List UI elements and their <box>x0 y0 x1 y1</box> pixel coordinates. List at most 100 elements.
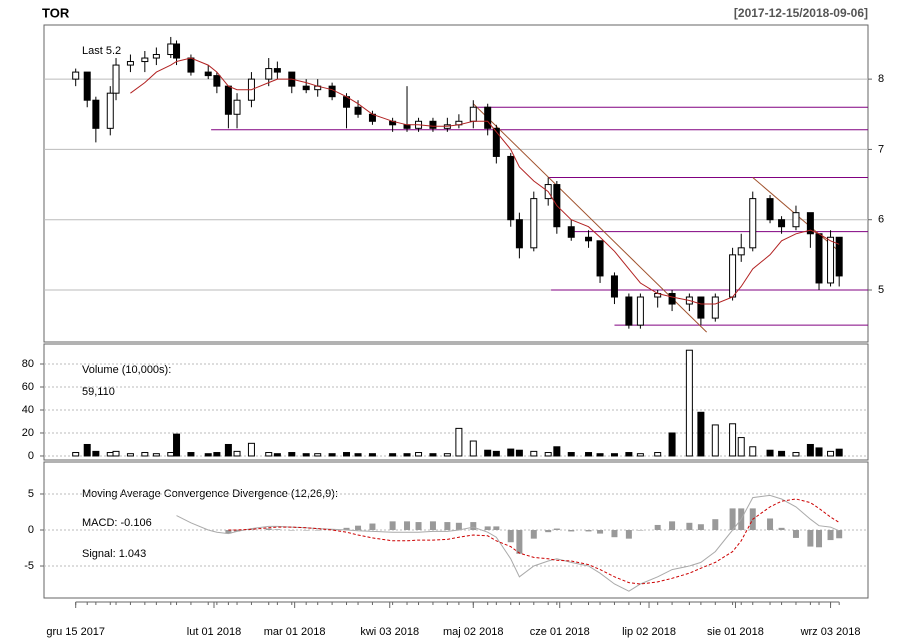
moving-average <box>130 57 840 305</box>
volume-bar <box>233 450 241 457</box>
histogram-bar <box>404 521 411 530</box>
y-tick-label: 7 <box>878 143 884 155</box>
candle-body <box>530 198 538 249</box>
volume-bar <box>368 453 376 457</box>
candle-body <box>302 85 310 91</box>
volume-bar <box>815 447 823 457</box>
y-tick-label: 6 <box>878 214 884 226</box>
candle-body <box>792 212 800 228</box>
volume-bar <box>106 452 114 457</box>
volume-bar <box>72 452 80 457</box>
histogram-bar <box>225 530 232 534</box>
candle-body <box>72 71 80 80</box>
candle-body <box>187 57 195 73</box>
candle-body <box>625 296 633 326</box>
candle-body <box>92 99 100 129</box>
histogram-bar <box>369 523 376 530</box>
volume-bar <box>585 452 593 457</box>
volume-bar <box>636 453 644 457</box>
candle-body <box>484 106 492 129</box>
volume-bar <box>625 452 633 457</box>
candle-body <box>429 120 437 129</box>
volume-bar <box>187 452 195 457</box>
volume-bar <box>328 453 336 457</box>
histogram-bar <box>530 530 537 539</box>
histogram-bar <box>493 526 500 530</box>
candle-body <box>354 106 362 115</box>
histogram-bar <box>389 521 396 530</box>
candle-body <box>585 236 593 242</box>
volume-bar <box>596 453 604 457</box>
histogram-bar <box>545 530 552 533</box>
candle-body <box>83 71 91 101</box>
histogram-bar <box>585 530 592 532</box>
volume-bar <box>354 453 362 457</box>
candle-body <box>835 236 843 277</box>
x-tick-label: sie 01 2018 <box>707 626 764 638</box>
candle-body <box>766 198 774 221</box>
histogram-bar <box>274 529 281 530</box>
y-tick-label: 5 <box>28 488 34 500</box>
volume-bar <box>167 452 175 457</box>
histogram-bar <box>654 524 661 530</box>
histogram-bar <box>836 530 843 539</box>
candle-body <box>668 293 676 305</box>
volume-bar <box>668 432 676 457</box>
volume-bar <box>288 452 296 457</box>
candle-body <box>224 85 232 115</box>
volume-bar <box>343 452 351 457</box>
histogram-bar <box>637 530 644 531</box>
volume-bar <box>610 453 618 457</box>
volume-bar <box>778 450 786 457</box>
candle-body <box>204 71 212 77</box>
candle-body <box>636 296 644 326</box>
volume-bar <box>92 450 100 457</box>
candle-body <box>469 106 477 122</box>
volume-title: Volume (10,000s): <box>82 364 171 376</box>
volume-bar <box>507 448 515 457</box>
histogram-bar <box>234 530 241 532</box>
candle-body <box>729 254 737 298</box>
histogram-bar <box>625 530 632 539</box>
histogram-bar <box>343 527 350 530</box>
volume-bar <box>302 453 310 457</box>
x-tick-label: lut 01 2018 <box>187 626 241 638</box>
candle-body <box>815 233 823 284</box>
panel-frame <box>43 343 869 461</box>
candle-body <box>778 219 786 228</box>
histogram-bar <box>669 521 676 530</box>
volume-bar <box>141 452 149 457</box>
candle-body <box>126 61 134 66</box>
x-tick-label: mar 01 2018 <box>264 626 326 638</box>
histogram-bar <box>355 525 362 530</box>
candle-body <box>173 43 181 59</box>
volume-bar <box>827 450 835 457</box>
volume-bar <box>265 452 273 457</box>
histogram-bar <box>792 530 799 538</box>
candle-body <box>152 54 160 59</box>
x-tick-label: lip 02 2018 <box>622 626 676 638</box>
macd-title: Moving Average Convergence Divergence (1… <box>82 488 338 500</box>
volume-bar <box>173 433 181 457</box>
candle-body <box>596 240 604 277</box>
histogram-bar <box>729 508 736 530</box>
histogram-bar <box>807 530 814 547</box>
x-tick-label: gru 15 2017 <box>46 626 105 638</box>
y-tick-label: 0 <box>28 450 34 462</box>
volume-bar <box>455 427 463 457</box>
volume-bar <box>806 443 814 457</box>
histogram-bar <box>553 528 560 530</box>
volume-bar <box>152 453 160 457</box>
volume-bar <box>273 453 281 457</box>
histogram-bar <box>816 530 823 548</box>
volume-bar <box>83 443 91 457</box>
volume-bar <box>126 453 134 457</box>
histogram-bar <box>470 522 477 530</box>
candle-body <box>403 124 411 129</box>
series-line <box>228 498 840 585</box>
volume-bar <box>515 449 523 457</box>
candle-body <box>233 99 241 115</box>
histogram-bar <box>568 530 575 532</box>
volume-bar <box>544 452 552 457</box>
